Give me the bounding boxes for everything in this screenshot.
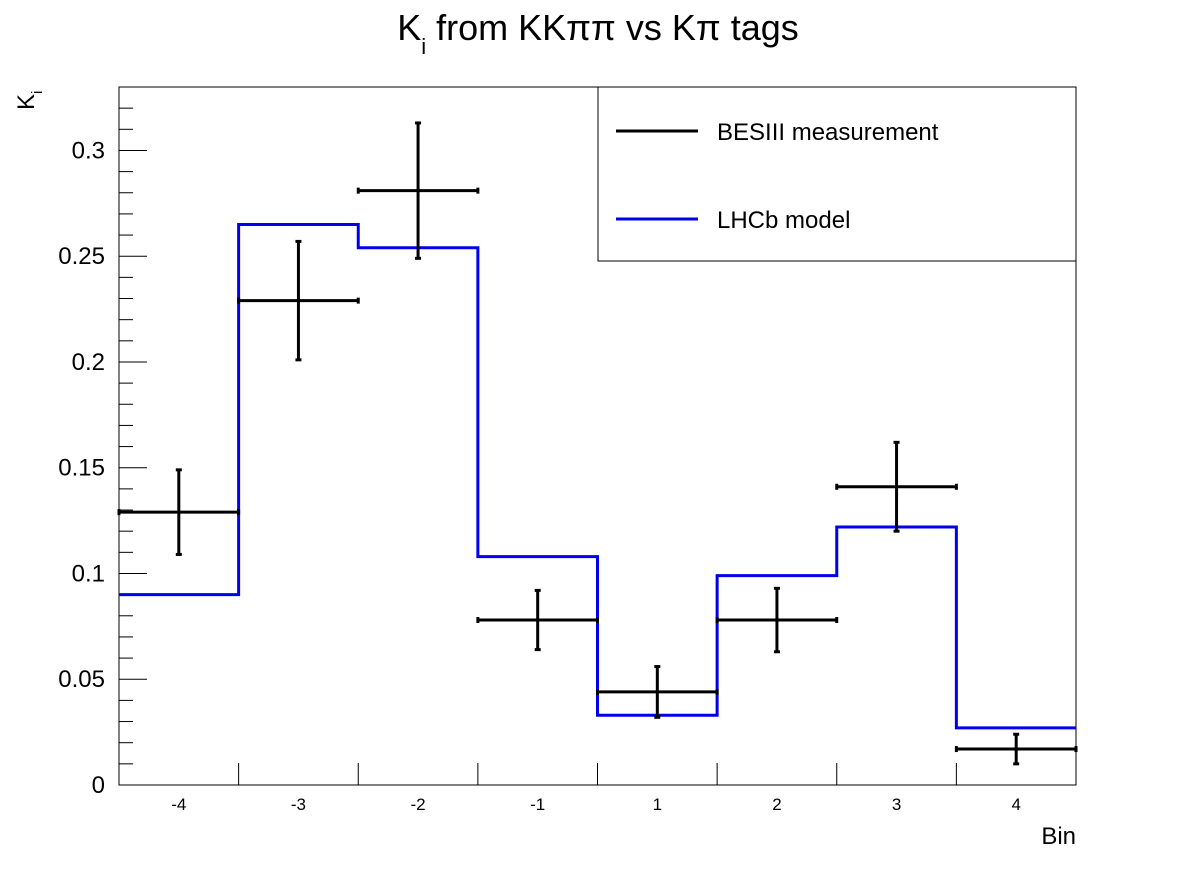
x-tick-label: -3 (291, 795, 306, 814)
x-tick-label: 1 (653, 795, 662, 814)
x-tick-label: 4 (1011, 795, 1020, 814)
x-tick-label: 2 (772, 795, 781, 814)
legend-label-lhcb: LHCb model (717, 207, 850, 234)
series-layer (117, 121, 1078, 766)
y-tick-label: 0.25 (58, 243, 105, 270)
y-axis: 0 0.05 0.1 0.15 0.2 0.25 0.3 (58, 86, 147, 799)
besiii-data-point (117, 468, 241, 556)
x-tick-label: -1 (530, 795, 545, 814)
y-tick-label: 0.2 (72, 349, 105, 376)
y-axis-label-subscript: i (29, 91, 46, 94)
legend-box (597, 86, 1077, 262)
y-axis-label: Ki (13, 91, 46, 110)
x-axis-label: Bin (1041, 823, 1076, 850)
besiii-data-point (476, 588, 599, 652)
y-tick-label: 0.05 (58, 666, 105, 693)
besiii-data-point (715, 586, 839, 654)
x-tick-label: -2 (411, 795, 426, 814)
besiii-data-point (237, 239, 360, 362)
chart-title-subscript: i (421, 34, 426, 59)
legend-label-besiii: BESIII measurement (717, 119, 939, 146)
y-tick-label: 0 (92, 772, 105, 799)
x-axis: -4 -3 -2 -1 1 2 3 4 (171, 763, 1021, 814)
besiii-data-point (356, 121, 480, 260)
chart-title-rest: from KKππ vs Kπ tags (426, 7, 799, 48)
besiii-data-point (835, 440, 958, 533)
y-tick-label: 0.3 (72, 137, 105, 164)
legend: BESIII measurement LHCb model (597, 86, 1077, 262)
chart-title: Ki from KKππ vs Kπ tags (397, 7, 799, 59)
y-tick-label: 0.1 (72, 560, 105, 587)
besiii-data-point (954, 732, 1078, 766)
x-tick-label: -4 (171, 795, 186, 814)
besiii-data-point (596, 665, 719, 719)
x-tick-label: 3 (892, 795, 901, 814)
y-tick-label: 0.15 (58, 455, 105, 482)
